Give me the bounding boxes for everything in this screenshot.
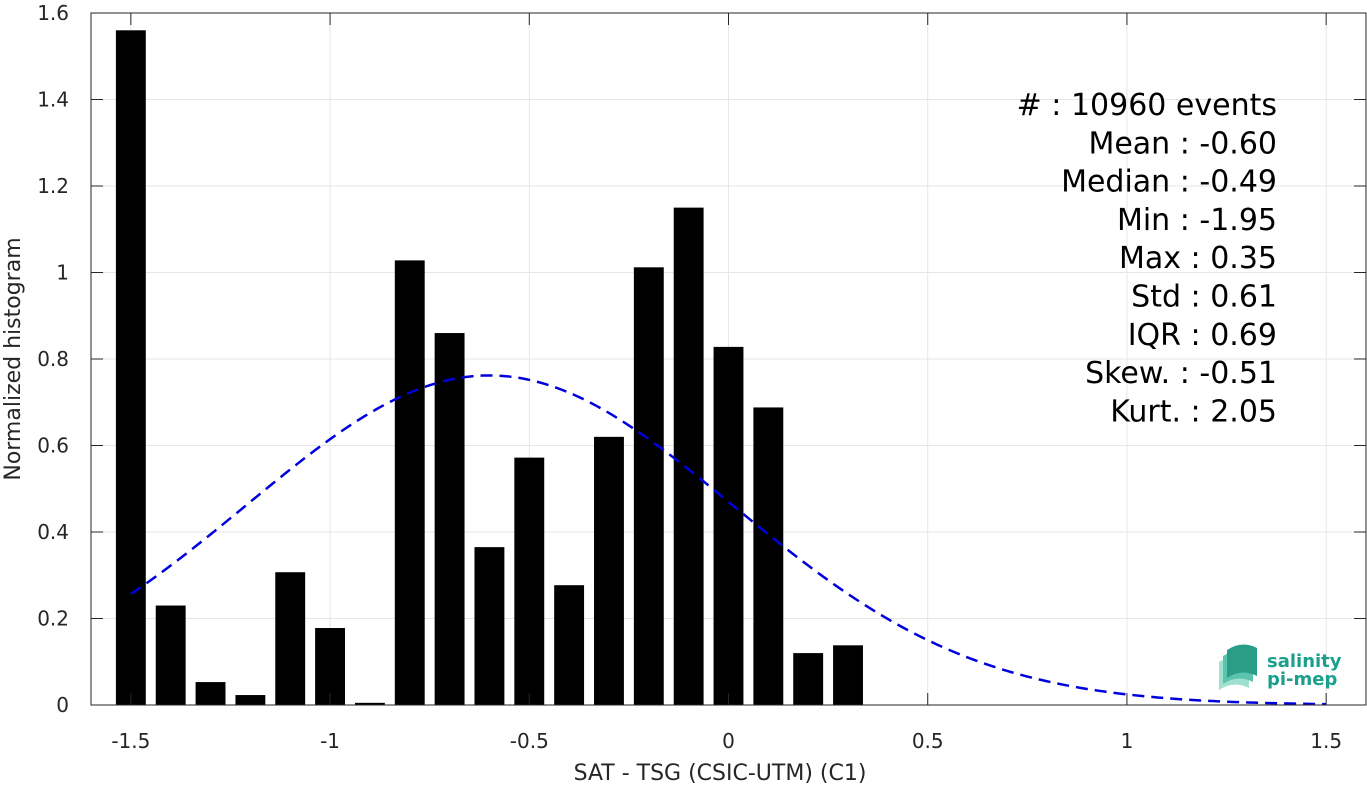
gaussian-fit-curve [130, 374, 1327, 706]
x-tick-labels: -1.5 -1 -0.5 0 0.5 1 1.5 [111, 729, 1342, 753]
histogram-bar [833, 645, 863, 705]
y-tick-label: 0.2 [37, 607, 69, 631]
histogram-bar [633, 267, 664, 705]
logo-text-salinity: salinity [1267, 651, 1342, 672]
histogram-bar [554, 585, 585, 705]
histogram-bar [354, 702, 385, 705]
y-tick-label: 1.6 [37, 1, 69, 25]
x-tick-label: 1.5 [1310, 729, 1342, 753]
histogram-bar [394, 260, 425, 705]
y-tick-labels: 0 0.2 0.4 0.6 0.8 1 1.2 1.4 1.6 [37, 1, 69, 717]
histogram-bar [195, 682, 226, 705]
histogram-bar [673, 207, 704, 705]
histogram-bar [115, 30, 146, 706]
logo-waves-icon [1219, 644, 1257, 690]
axis-ticks [91, 12, 1366, 706]
salinity-pi-mep-logo: salinity pi-mep [1219, 644, 1342, 690]
histogram-bar [434, 333, 465, 705]
histogram-bar [315, 628, 346, 705]
histogram-bars [115, 30, 863, 706]
stats-line: # : 10960 events [1017, 88, 1277, 123]
logo-text-pi-mep: pi-mep [1267, 669, 1337, 690]
y-tick-label: 1 [56, 261, 69, 285]
histogram-bar [155, 605, 186, 705]
histogram-bar [235, 695, 266, 705]
x-axis-title: SAT - TSG (CSIC-UTM) (C1) [574, 761, 867, 785]
x-tick-label: 1 [1121, 729, 1134, 753]
x-tick-label: -0.5 [510, 729, 549, 753]
histogram-bar [514, 457, 545, 705]
y-tick-label: 0.4 [37, 520, 69, 544]
y-tick-label: 0 [56, 693, 69, 717]
stats-line: Max : 0.35 [1119, 241, 1277, 276]
stats-line: Min : -1.95 [1117, 203, 1277, 238]
y-axis-title: Normalized histogram [1, 237, 26, 480]
histogram-bar [793, 653, 824, 705]
stats-line: Kurt. : 2.05 [1110, 394, 1277, 429]
y-tick-label: 1.2 [37, 174, 69, 198]
histogram-bar [594, 436, 624, 705]
x-tick-label: -1.5 [111, 729, 150, 753]
stats-line: Skew. : -0.51 [1085, 356, 1277, 391]
histogram-bar [713, 346, 744, 705]
x-tick-label: -1 [320, 729, 340, 753]
stats-line: IQR : 0.69 [1128, 318, 1277, 353]
histogram-bar [474, 547, 505, 705]
y-tick-label: 1.4 [37, 88, 69, 112]
y-tick-label: 0.8 [37, 347, 69, 371]
stats-line: Median : -0.49 [1061, 165, 1277, 200]
x-tick-label: 0 [722, 729, 735, 753]
stats-line: Std : 0.61 [1131, 280, 1277, 315]
histogram-bar [275, 572, 306, 705]
histogram-bar [753, 407, 784, 705]
stats-line: Mean : -0.60 [1088, 126, 1277, 161]
y-tick-label: 0.6 [37, 434, 69, 458]
x-tick-label: 0.5 [912, 729, 944, 753]
